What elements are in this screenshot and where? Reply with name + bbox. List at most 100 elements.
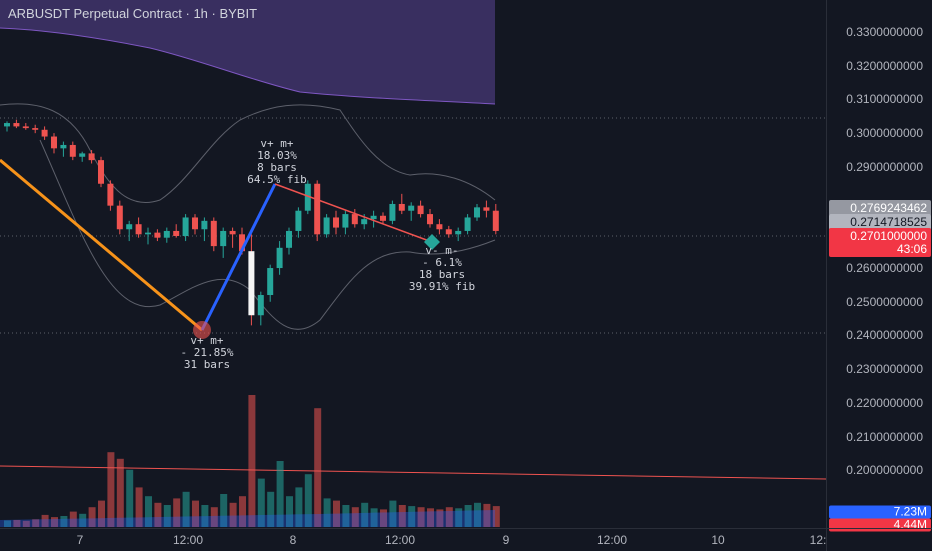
candle-body (267, 268, 274, 296)
volume-bar (239, 496, 246, 527)
indicator-band-edge (0, 27, 496, 105)
time-tick: 10 (711, 533, 725, 547)
candle-body (13, 123, 20, 127)
price-tag: 0.2714718525 (829, 214, 931, 230)
candle-body (248, 251, 255, 316)
volume-tag: 7.23M (829, 505, 931, 519)
time-tick: 12:00 (596, 533, 628, 547)
candle-body (22, 126, 29, 129)
candle-body (445, 229, 452, 235)
volume-bar (304, 474, 312, 527)
symbol-title[interactable]: ARBUSDT Perpetual Contract · 1h · BYBIT (8, 6, 258, 21)
volume-bar (483, 503, 491, 527)
candle-body (474, 207, 480, 218)
candle-body (154, 232, 161, 238)
time-tick: 12:00 (384, 533, 416, 547)
volume-bar (135, 487, 143, 527)
volume-bar (351, 507, 359, 527)
candle-body (116, 205, 123, 230)
volume-bar (361, 502, 369, 527)
candle-body (173, 230, 180, 237)
candle-body (427, 214, 433, 225)
volume-bar (98, 500, 105, 527)
envelope-lower (39, 139, 496, 330)
candle-body (201, 220, 208, 230)
volume-bar (436, 509, 444, 527)
volume-bar (173, 498, 181, 527)
candle-body (163, 230, 170, 238)
price-tick: 0.2600000000 (846, 261, 923, 276)
candle-body (351, 214, 358, 225)
candle-body (41, 129, 48, 137)
price-tick: 0.2000000000 (846, 463, 923, 478)
volume-bar (295, 487, 303, 527)
volume-bar (116, 458, 124, 527)
volume-bar (88, 507, 96, 527)
annotation-wave-side: v- m- - 6.1% 18 bars 39.91% fib (408, 244, 476, 293)
volume-bar (370, 508, 378, 527)
pivot-marker (424, 234, 440, 250)
price-chart[interactable] (0, 0, 827, 528)
volume-bar (314, 408, 322, 527)
volume-bar (79, 513, 87, 527)
volume-bar (380, 509, 387, 527)
volume-bar (13, 519, 21, 527)
price-tick: 0.2200000000 (846, 395, 923, 410)
price-tick: 0.3100000000 (846, 92, 923, 107)
candle-body (398, 203, 405, 211)
volume-bar (389, 500, 397, 527)
candle-body (229, 230, 236, 235)
candle-body (314, 183, 321, 235)
axis-corner (826, 528, 932, 551)
annotation-wave-up: v+ m+ 18.03% 8 bars 64.5% fib (247, 137, 307, 186)
candle-body (286, 230, 292, 248)
volume-bar (248, 395, 256, 527)
volume-bar (323, 498, 331, 527)
candle-body (239, 234, 245, 252)
volume-bar (408, 506, 416, 527)
volume-bar (41, 514, 49, 527)
candle-body (483, 207, 490, 211)
volume-bar (229, 502, 237, 527)
volume-bar (201, 505, 209, 527)
time-axis[interactable]: 7 12:00 8 12:00 9 12:00 10 12: (0, 528, 826, 551)
volume-bar (333, 500, 340, 527)
price-tick: 0.2500000000 (846, 294, 923, 309)
volume-bar (22, 520, 30, 527)
time-tick: 7 (76, 533, 84, 547)
time-tick: 9 (502, 533, 510, 547)
candle-body (333, 217, 339, 228)
candle-body (60, 144, 67, 149)
annotation-wave-down: v+ m+ - 21.85% 31 bars (180, 334, 234, 371)
volume-bar (464, 505, 472, 527)
candle-body (417, 205, 424, 215)
candle-body (295, 210, 302, 231)
volume-bar (32, 519, 40, 527)
volume-bar (286, 496, 293, 527)
candle-body (69, 144, 76, 157)
candle-body (32, 128, 39, 130)
candle-body (304, 183, 311, 211)
candle-body (464, 217, 471, 231)
candle-body (342, 214, 349, 228)
candle-body (408, 205, 415, 211)
price-tick: 0.2100000000 (846, 429, 923, 444)
candle-body (361, 219, 368, 225)
envelope-upper (0, 103, 496, 204)
volume-bar (398, 505, 406, 527)
time-tick: 12: (809, 533, 827, 547)
price-axis[interactable]: 0.3300000000 0.3200000000 0.3100000000 0.30… (826, 0, 932, 532)
candle-body (380, 215, 386, 221)
candle-body (192, 217, 198, 230)
candle-body (210, 220, 217, 247)
candle-body (98, 160, 104, 184)
price-tag: 0.2701000000 (829, 228, 931, 244)
volume-bar (474, 502, 481, 527)
volume-ma-area (0, 510, 495, 527)
indicator-band (0, 0, 495, 104)
candle-body (276, 247, 283, 269)
candle-body (436, 224, 443, 230)
trend-line (0, 465, 827, 480)
chart-area[interactable]: ARBUSDT Perpetual Contract · 1h · BYBIT … (0, 0, 827, 528)
volume-bar (192, 500, 199, 527)
